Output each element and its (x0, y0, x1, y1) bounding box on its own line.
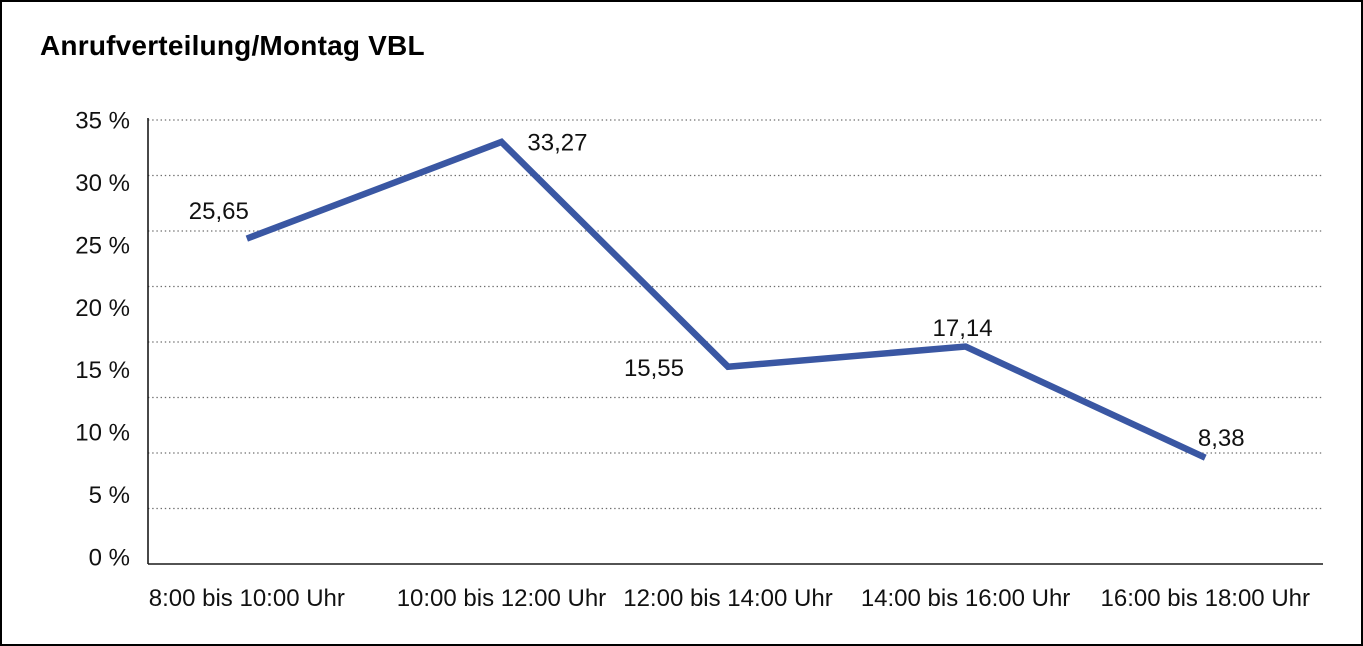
y-axis-tick-label: 15 % (75, 357, 130, 384)
x-axis-category-label: 12:00 bis 14:00 Uhr (623, 585, 832, 612)
data-series-line (245, 138, 1207, 461)
data-point-label: 8,38 (1198, 425, 1245, 452)
x-axis-category-label: 8:00 bis 10:00 Uhr (149, 585, 345, 612)
data-point-label: 15,55 (624, 355, 684, 382)
data-point-label: 33,27 (527, 129, 587, 156)
y-axis-tick-label: 5 % (89, 482, 130, 509)
y-axis-tick-label: 30 % (75, 170, 130, 197)
x-axis-category-label: 10:00 bis 12:00 Uhr (397, 585, 606, 612)
y-axis-tick-label: 20 % (75, 295, 130, 322)
data-point-label: 25,65 (189, 198, 249, 225)
y-axis-tick-label: 35 % (75, 108, 130, 135)
y-axis-tick-label: 25 % (75, 232, 130, 259)
x-axis-category-label: 14:00 bis 16:00 Uhr (861, 585, 1070, 612)
chart-title: Anrufverteilung/Montag VBL (40, 30, 425, 61)
data-point-label: 17,14 (933, 315, 993, 342)
y-axis-tick-label: 0 % (89, 545, 130, 572)
x-axis-category-label: 16:00 bis 18:00 Uhr (1101, 585, 1310, 612)
y-axis-tick-label: 10 % (75, 420, 130, 447)
